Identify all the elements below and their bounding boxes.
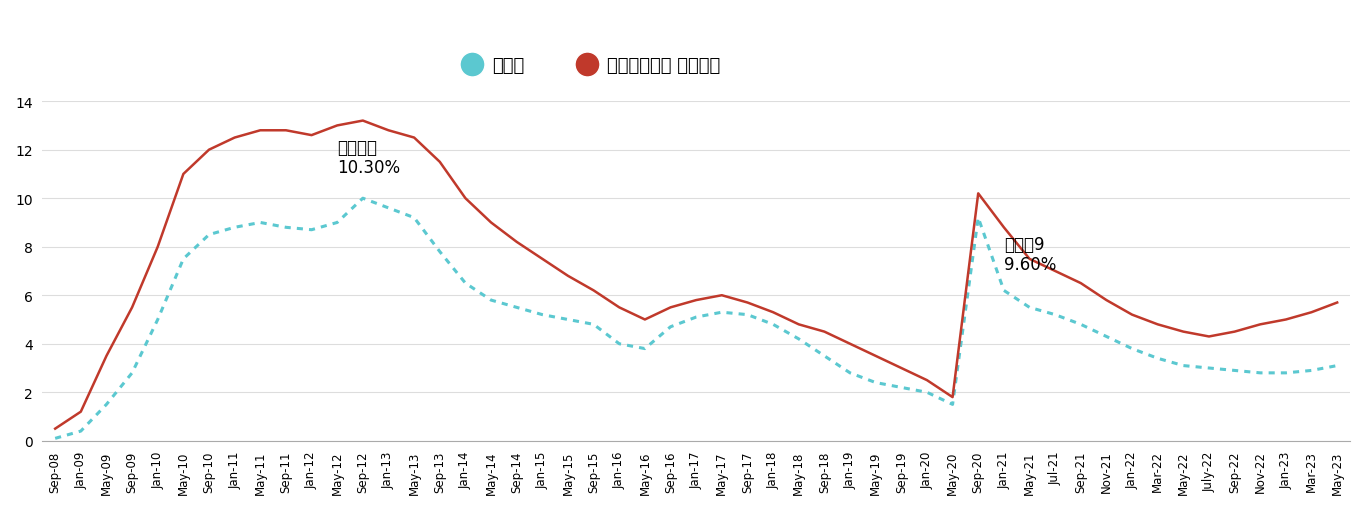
Text: 코로놑9
9.60%: 코로놑9 9.60% — [1003, 235, 1057, 274]
Legend: 연체율, 특별관리회사 이전비율: 연체율, 특별관리회사 이전비율 — [456, 50, 728, 82]
Text: 금융위기
10.30%: 금융위기 10.30% — [337, 138, 400, 177]
